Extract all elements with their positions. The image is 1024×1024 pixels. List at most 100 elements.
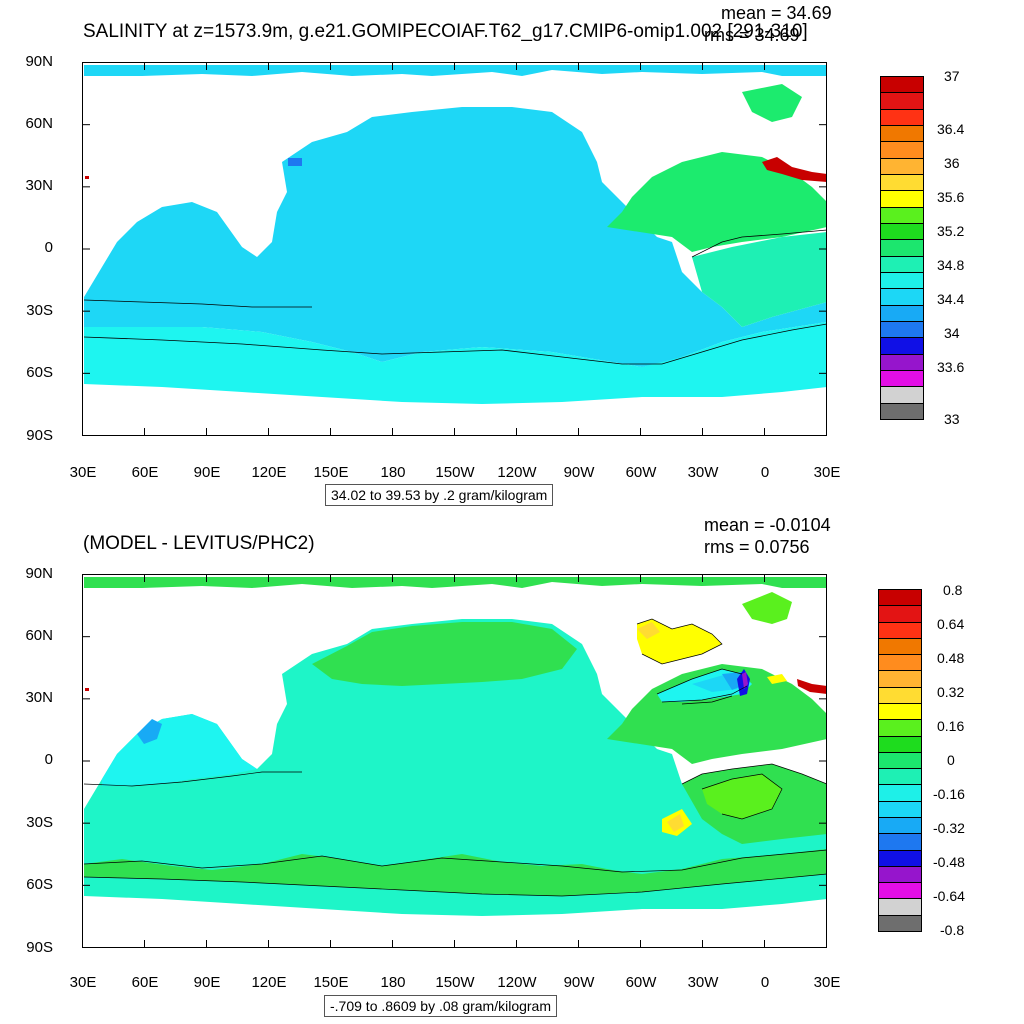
colorbar-swatch xyxy=(880,272,924,290)
colorbar-swatch xyxy=(880,288,924,306)
panel1-lon-label: 90E xyxy=(193,464,221,481)
panel2-colorbar-label: -0.64 xyxy=(933,888,965,904)
panel1-lat-label: 60N xyxy=(25,115,53,132)
panel1-lon-label: 30E xyxy=(69,464,97,481)
panel2-lon-label: 30E xyxy=(813,974,841,991)
colorbar-swatch xyxy=(880,206,924,224)
colorbar-swatch xyxy=(878,849,922,867)
colorbar-swatch xyxy=(880,353,924,371)
panel1-lon-label: 90W xyxy=(563,464,595,481)
panel1-lat-label: 60S xyxy=(26,364,53,381)
colorbar-swatch xyxy=(880,190,924,208)
colorbar-swatch xyxy=(878,654,922,672)
colorbar-swatch xyxy=(880,239,924,257)
panel2-lon-label: 120E xyxy=(251,974,287,991)
panel2-colorbar-label: 0 xyxy=(947,752,955,768)
panel1-colorbar-label: 36 xyxy=(944,155,960,171)
panel1-contour-info: 34.02 to 39.53 by .2 gram/kilogram xyxy=(325,484,554,506)
panel2-colorbar-label: -0.16 xyxy=(933,786,965,802)
colorbar-swatch xyxy=(878,670,922,688)
colorbar-swatch xyxy=(880,157,924,175)
panel1-colorbar-label: 33 xyxy=(944,411,960,427)
panel1-colorbar xyxy=(880,76,926,420)
panel2-colorbar-label: 0.48 xyxy=(937,650,965,666)
panel2-lat-label: 30S xyxy=(26,814,53,831)
panel1-rms: rms = 34.69 xyxy=(704,25,800,45)
colorbar-swatch xyxy=(878,605,922,623)
panel2-lon-label: 30W xyxy=(687,974,719,991)
colorbar-swatch xyxy=(880,223,924,241)
panel1-lon-label: 120E xyxy=(251,464,287,481)
colorbar-swatch xyxy=(878,686,922,704)
panel1-lat-label: 0 xyxy=(44,239,53,256)
colorbar-swatch xyxy=(878,719,922,737)
panel2-lon-label: 90W xyxy=(563,974,595,991)
colorbar-swatch xyxy=(878,768,922,786)
panel1-lat-label: 90S xyxy=(26,427,53,444)
panel2-lat-label: 30N xyxy=(25,689,53,706)
panel2-colorbar-label: 0.8 xyxy=(943,582,963,598)
panel2-lon-label: 0 xyxy=(760,974,770,991)
panel1-colorbar-label: 35.6 xyxy=(937,189,965,205)
panel2-title: (MODEL - LEVITUS/PHC2) xyxy=(83,533,315,554)
panel1-mean: mean = 34.69 xyxy=(721,3,832,23)
panel2-lon-label: 120W xyxy=(497,974,537,991)
panel2-lon-label: 150E xyxy=(313,974,349,991)
colorbar-swatch xyxy=(878,637,922,656)
colorbar-swatch xyxy=(880,402,924,420)
panel1-lon-label: 150W xyxy=(435,464,475,481)
panel1-lon-label: 30E xyxy=(813,464,841,481)
panel1-lat-label: 90N xyxy=(25,53,53,70)
panel2-colorbar-label: 0.16 xyxy=(937,718,965,734)
panel2-colorbar-label: -0.32 xyxy=(933,820,965,836)
colorbar-swatch xyxy=(880,304,924,322)
panel1-colorbar-label: 33.6 xyxy=(937,359,965,375)
colorbar-swatch xyxy=(878,621,922,639)
panel2-lat-label: 90S xyxy=(26,939,53,956)
colorbar-swatch xyxy=(880,92,924,110)
panel1-colorbar-label: 34 xyxy=(944,325,960,341)
panel1-lon-label: 30W xyxy=(687,464,719,481)
panel1-colorbar-label: 35.2 xyxy=(937,223,965,239)
panel2-lon-label: 90E xyxy=(193,974,221,991)
colorbar-swatch xyxy=(878,703,922,721)
panel2-contour-info: -.709 to .8609 by .08 gram/kilogram xyxy=(324,995,558,1017)
panel1-lat-label: 30S xyxy=(26,302,53,319)
colorbar-swatch xyxy=(880,108,924,126)
colorbar-swatch xyxy=(880,125,924,143)
colorbar-swatch xyxy=(880,255,924,273)
colorbar-swatch xyxy=(878,865,922,884)
colorbar-swatch xyxy=(878,882,922,900)
colorbar-swatch xyxy=(878,735,922,753)
colorbar-swatch xyxy=(880,76,924,94)
colorbar-swatch xyxy=(880,337,924,355)
panel1-colorbar-label: 34.4 xyxy=(937,291,965,307)
panel2-lat-label: 60N xyxy=(25,627,53,644)
colorbar-swatch xyxy=(880,321,924,339)
panel1-lon-label: 120W xyxy=(497,464,537,481)
panel2-lon-label: 180 xyxy=(380,974,406,991)
panel1-lon-label: 180 xyxy=(380,464,406,481)
panel2-colorbar-label: 0.32 xyxy=(937,684,965,700)
colorbar-swatch xyxy=(878,589,922,607)
colorbar-swatch xyxy=(878,800,922,818)
colorbar-swatch xyxy=(880,370,924,388)
colorbar-swatch xyxy=(878,784,922,802)
colorbar-swatch xyxy=(878,914,922,932)
colorbar-swatch xyxy=(878,833,922,851)
panel1-lat-label: 30N xyxy=(25,177,53,194)
colorbar-swatch xyxy=(880,174,924,192)
panel1-lon-label: 150E xyxy=(313,464,349,481)
panel2-mean: mean = -0.0104 xyxy=(704,515,831,535)
colorbar-swatch xyxy=(878,898,922,916)
panel2-colorbar-label: -0.48 xyxy=(933,854,965,870)
panel2-colorbar-label: -0.8 xyxy=(940,922,965,938)
panel1-title: SALINITY at z=1573.9m, g.e21.GOMIPECOIAF… xyxy=(83,21,808,42)
panel2-lon-label: 60E xyxy=(131,974,159,991)
panel2-lon-label: 60W xyxy=(625,974,657,991)
panel2-map xyxy=(82,574,827,948)
panel1-colorbar-label: 34.8 xyxy=(937,257,965,273)
colorbar-swatch xyxy=(878,751,922,770)
panel1-colorbar-label: 36.4 xyxy=(937,121,965,137)
panel2-colorbar-label: 0.64 xyxy=(937,616,965,632)
